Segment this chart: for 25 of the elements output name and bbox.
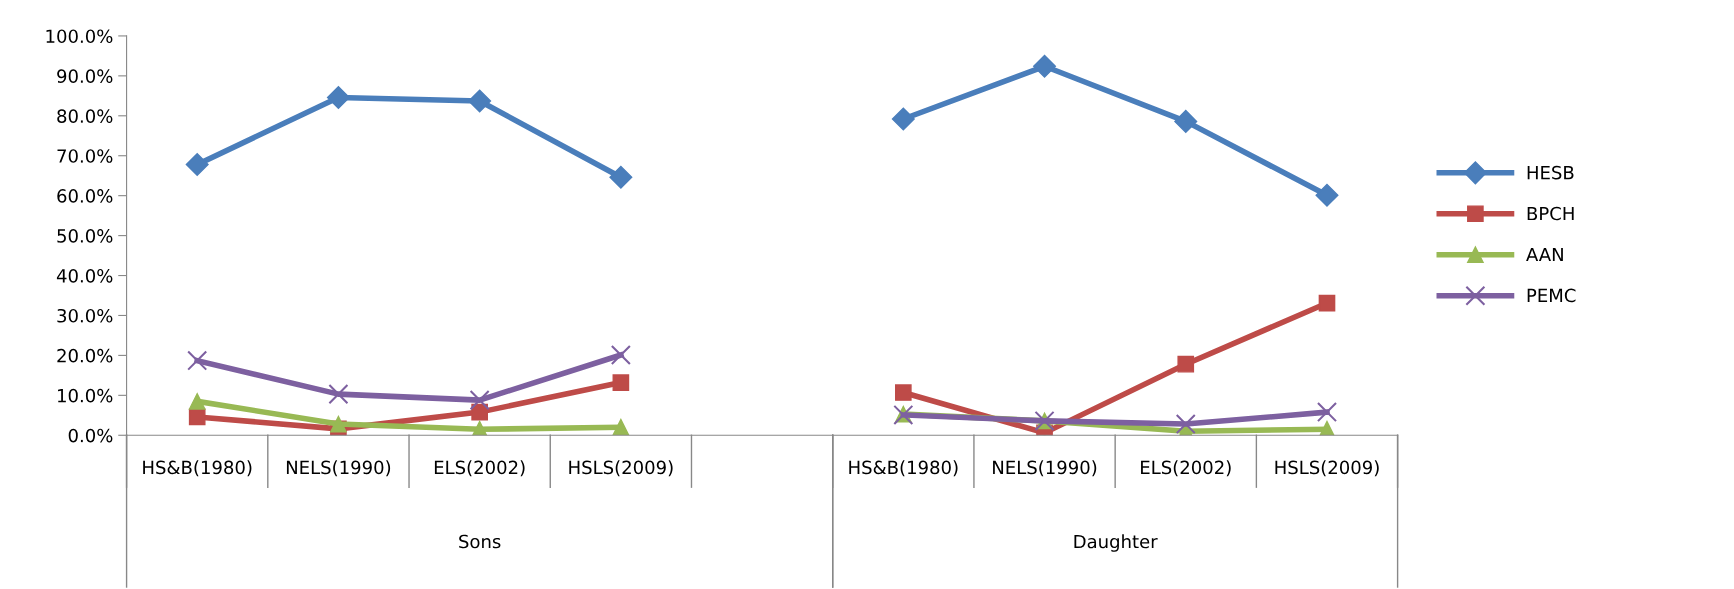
x-tick-label: ELS(2002) xyxy=(434,460,525,477)
x-tick-label: ELS(2002) xyxy=(1141,460,1231,477)
x-tick-label: HS&B(1980) xyxy=(143,460,252,477)
x-tick-label: NELS(1990) xyxy=(286,460,391,477)
x-tick-label: NELS(1990) xyxy=(993,460,1097,477)
y-tick-label: 20.0% xyxy=(57,348,113,363)
x-tick-label: HSLS(2009) xyxy=(1275,460,1379,477)
y-tick-label: 70.0% xyxy=(57,149,113,163)
x-tick-label: HSLS(2009) xyxy=(569,460,673,477)
y-tick-label: 10.0% xyxy=(58,388,113,403)
text: Daughter xyxy=(1074,534,1158,552)
x-tick-label: HS&B(1980) xyxy=(849,460,958,477)
legend-label: HESB xyxy=(1527,165,1574,180)
y-tick-label: 0.0% xyxy=(68,428,113,443)
legend-label: PEMC xyxy=(1527,288,1576,303)
y-tick-label: 30.0% xyxy=(57,308,113,323)
y-tick-label: 100.0% xyxy=(46,29,113,44)
y-tick-label: 60.0% xyxy=(57,189,113,203)
y-tick-label: 50.0% xyxy=(57,229,113,243)
y-tick-label: 80.0% xyxy=(57,109,113,123)
y-tick-label: 90.0% xyxy=(57,69,113,83)
text: Sons xyxy=(459,534,501,549)
y-tick-label: 40.0% xyxy=(56,268,113,283)
legend-label: BPCH xyxy=(1527,206,1574,221)
legend-label: AAN xyxy=(1526,247,1563,262)
